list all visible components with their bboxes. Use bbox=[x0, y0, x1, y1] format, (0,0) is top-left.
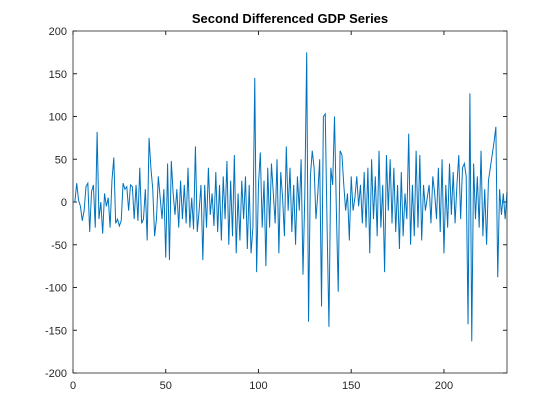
axes-box bbox=[72, 30, 508, 374]
chart-title: Second Differenced GDP Series bbox=[192, 11, 388, 26]
data-line bbox=[74, 52, 508, 342]
y-tick-label: 0 bbox=[61, 197, 67, 209]
y-tick-label: 100 bbox=[49, 112, 67, 124]
x-tick-label: 100 bbox=[249, 380, 267, 392]
y-tick-label: 50 bbox=[55, 154, 67, 166]
y-tick-label: -150 bbox=[45, 325, 67, 337]
y-tick-label: 150 bbox=[49, 69, 67, 81]
y-tick-label: -200 bbox=[45, 368, 67, 380]
y-tick-label: 200 bbox=[49, 26, 67, 38]
x-tick-label: 50 bbox=[160, 380, 172, 392]
y-tick-label: -100 bbox=[45, 283, 67, 295]
x-tick-label: 200 bbox=[435, 380, 453, 392]
y-tick-label: -50 bbox=[51, 240, 67, 252]
x-tick-label: 150 bbox=[342, 380, 360, 392]
x-tick-label: 0 bbox=[70, 380, 76, 392]
